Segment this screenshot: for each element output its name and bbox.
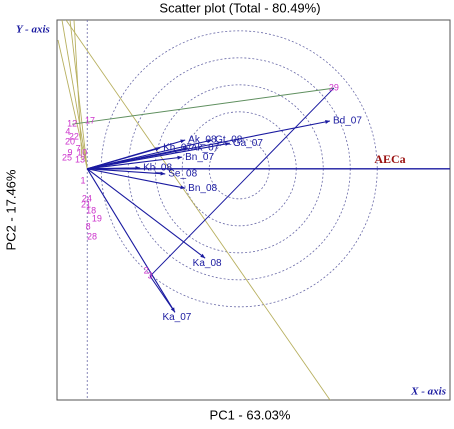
environment-arrowhead [180, 185, 186, 190]
genotype-label: 24 [82, 193, 92, 203]
environment-label: Bn_08 [188, 183, 217, 194]
environment-vector [87, 168, 166, 175]
environment-arrowhead [170, 307, 175, 313]
polygon-edge [149, 87, 335, 277]
environment-arrowhead [200, 253, 206, 259]
x-axis-label: PC1 - 63.03% [210, 407, 291, 422]
plot-frame [56, 19, 451, 401]
genotype-label: 28 [87, 232, 97, 242]
genotype-label: 25 [62, 152, 72, 162]
genotype-label: 20 [65, 136, 75, 146]
genotype-label: 10 [77, 147, 87, 157]
environment-label: Ga_07 [233, 138, 263, 149]
environment-vector [87, 168, 186, 189]
genotype-label: 18 [86, 205, 96, 215]
genotype-label: 1 [80, 176, 85, 186]
environment-vector [87, 167, 141, 170]
average-axis-label: AECa [374, 152, 405, 166]
genotype-label: 17 [85, 115, 95, 125]
y-axis-marker: Y - axis [16, 24, 50, 36]
genotype-label: 13 [75, 154, 85, 164]
environment-label: Bd_07 [333, 116, 362, 127]
environment-vector [87, 142, 231, 170]
perpendicular-line [61, 20, 88, 169]
environment-label: Se_08 [168, 169, 197, 180]
genotype-label: 19 [92, 214, 102, 224]
decorations [57, 20, 450, 400]
environment-vector [87, 147, 161, 170]
genotype-label: 3 [148, 271, 153, 281]
environment-label: Kh_08 [143, 163, 172, 174]
perpendicular-line [73, 20, 83, 161]
x-axis-marker: X - axis [410, 386, 446, 398]
genotype-label: 8 [86, 221, 91, 231]
marks: Bd_07Ak_08Gt_08Kh_07Ak_07Ga_07Bn_07Kh_08… [62, 82, 362, 322]
environment-label: Ak_08 [188, 135, 217, 146]
environment-arrowhead [135, 166, 141, 170]
environment-label: Gt_08 [215, 135, 243, 146]
perpendicular-line [65, 20, 331, 400]
y-axis-label: PC2 - 17.46% [3, 169, 18, 250]
environment-arrowhead [325, 119, 330, 124]
environment-label: Ka_08 [193, 258, 222, 269]
chart-title: Scatter plot (Total - 80.49%) [159, 0, 320, 15]
genotype-label: 7 [76, 143, 81, 153]
genotype-label: 29 [329, 82, 339, 92]
genotype-label: 21 [81, 199, 91, 209]
genotype-label: 9 [67, 147, 72, 157]
polygon-edge [72, 87, 334, 125]
environment-label: Ka_07 [162, 312, 191, 323]
perpendicular-line [57, 39, 88, 169]
genotype-label: 4 [65, 126, 70, 136]
environment-arrowhead [182, 146, 188, 151]
environment-arrowhead [177, 155, 183, 160]
environment-arrowhead [160, 171, 166, 176]
genotype-label: 2 [144, 265, 149, 275]
genotype-label: 12 [67, 119, 77, 129]
environment-label: Bn_07 [185, 152, 214, 163]
environment-label: Kh_07 [163, 143, 192, 154]
environment-arrowhead [225, 142, 230, 146]
environment-vector [87, 156, 183, 170]
environment-arrowhead [207, 139, 213, 143]
genotype-label: 22 [69, 132, 79, 142]
environment-arrowhead [155, 147, 161, 152]
environment-vector [86, 168, 176, 313]
environment-vector [86, 168, 206, 259]
environment-arrowhead [180, 139, 186, 144]
